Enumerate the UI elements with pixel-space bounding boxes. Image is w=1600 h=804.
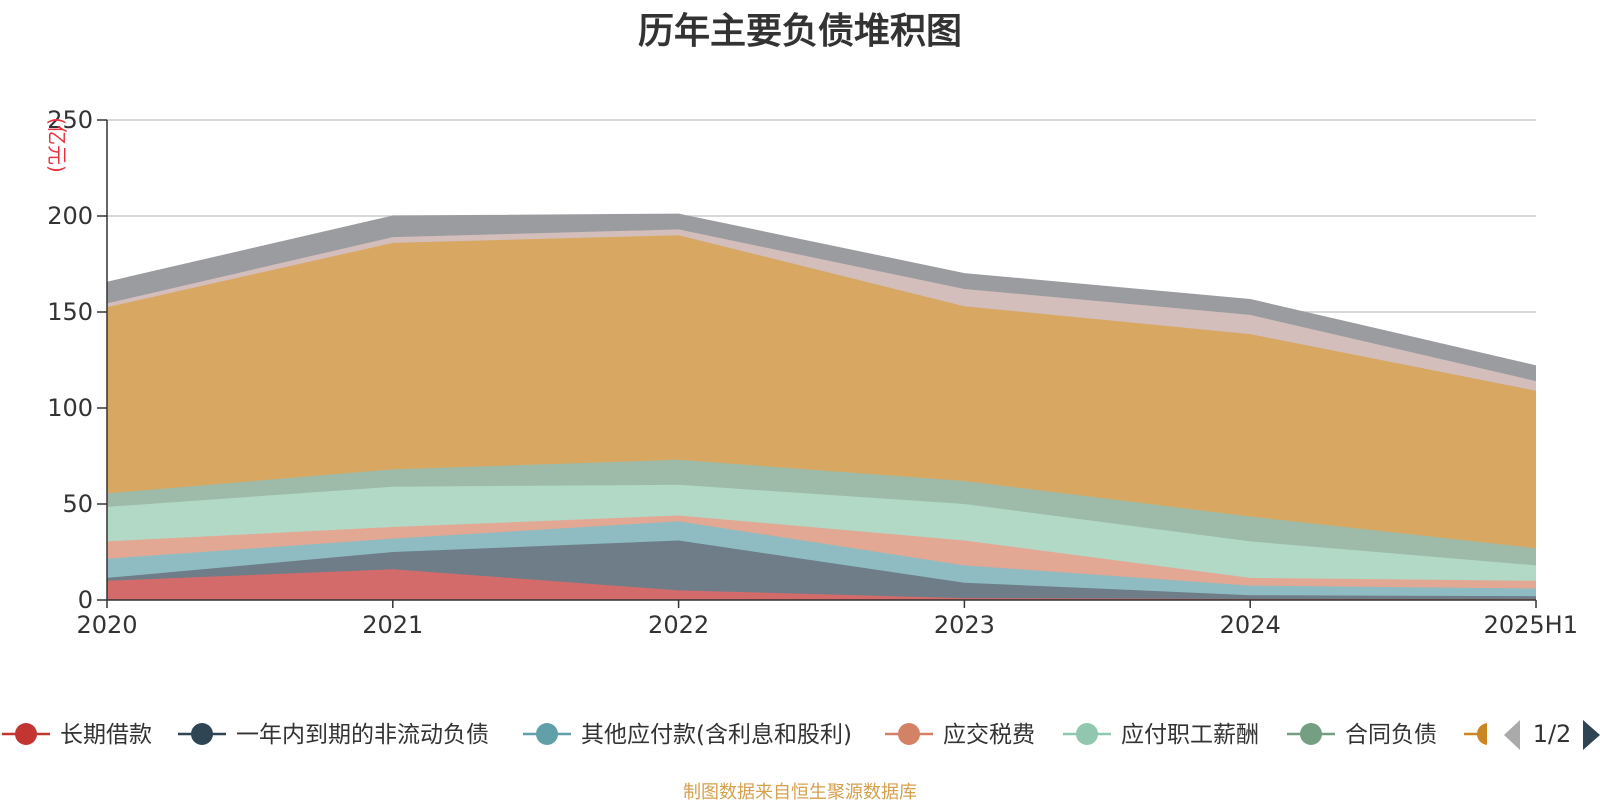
area-series-9[interactable] (107, 214, 1536, 382)
axes: 0 50 100 150 200 250 2020 2021 2022 2023 2024 2025H… (47, 106, 1578, 639)
y-tick-label: 200 (47, 202, 93, 230)
x-tick-label: 2021 (362, 611, 423, 639)
area-series-7[interactable] (107, 235, 1536, 549)
x-tick-label: 2022 (648, 611, 709, 639)
legend-label: 其他应付款(含利息和股利) (581, 722, 852, 748)
legend-item[interactable]: 其他应付款(含利息和股利) (523, 722, 852, 748)
source-note: 制图数据来自恒生聚源数据库 (683, 782, 917, 803)
legend-circle-marker (1076, 723, 1098, 745)
legend-item[interactable]: 合同负债 (1287, 722, 1437, 748)
legend-label: 应付职工薪酬 (1121, 722, 1259, 748)
chart-title: 历年主要负债堆积图 (637, 11, 962, 52)
area-series-1[interactable] (107, 569, 1536, 600)
y-tick-label: 0 (78, 586, 93, 614)
legend-circle-marker (536, 723, 558, 745)
y-tick-label: 250 (47, 106, 93, 134)
y-tick-label: 150 (47, 298, 93, 326)
area-series-4[interactable] (107, 515, 1536, 589)
legend-circle-marker (1300, 723, 1322, 745)
legend-item[interactable]: 应交税费 (885, 722, 1035, 748)
legend-circle-marker (15, 723, 37, 745)
y-tick-label: 50 (62, 490, 93, 518)
legend-circle-marker (898, 723, 920, 745)
area-series-5[interactable] (107, 484, 1536, 581)
area-series-8[interactable] (107, 229, 1536, 391)
legend-label: 一年内到期的非流动负债 (236, 722, 489, 748)
legend-label: 合同负债 (1345, 722, 1437, 748)
area-series (106, 213, 1537, 600)
y-unit-label: (亿元) (45, 117, 69, 173)
area-series-2[interactable] (107, 540, 1536, 600)
x-tick-label: 2024 (1220, 611, 1281, 639)
legend: 长期借款 一年内到期的非流动负债 其他应付款(含利息和股利) 应交税费 应付职工薪酬 合同… (2, 700, 1512, 770)
legend-overflow-mask (1487, 700, 1507, 770)
area-series-3[interactable] (107, 521, 1536, 597)
legend-prev-icon[interactable] (1504, 720, 1520, 750)
legend-item[interactable]: 长期借款 (2, 722, 152, 748)
x-tick-label: 2025H1 (1484, 611, 1578, 639)
legend-item[interactable]: 一年内到期的非流动负债 (178, 722, 489, 748)
legend-page-indicator: 1/2 (1533, 720, 1572, 748)
x-tick-label: 2020 (76, 611, 137, 639)
x-tick-label: 2023 (934, 611, 995, 639)
area-series-edge-9 (106, 213, 1537, 367)
legend-next-icon[interactable] (1583, 720, 1600, 750)
legend-pager: 1/2 (1504, 720, 1600, 750)
legend-circle-marker (191, 723, 213, 745)
y-tick-label: 100 (47, 394, 93, 422)
legend-label: 应交税费 (943, 722, 1035, 748)
legend-item[interactable]: 应付职工薪酬 (1063, 722, 1259, 748)
legend-label: 长期借款 (60, 722, 152, 748)
area-series-6[interactable] (107, 459, 1536, 566)
